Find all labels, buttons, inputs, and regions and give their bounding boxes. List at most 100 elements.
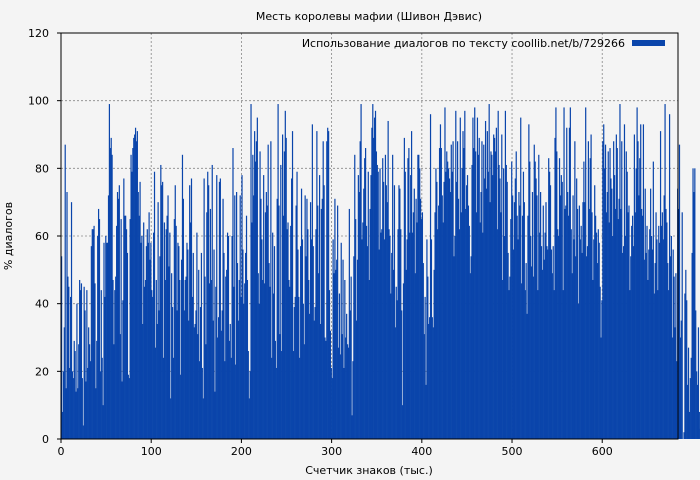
bar bbox=[217, 337, 219, 439]
bar bbox=[176, 310, 178, 439]
bar bbox=[110, 137, 112, 439]
bar bbox=[481, 141, 483, 439]
bar bbox=[225, 276, 227, 439]
bar bbox=[196, 232, 198, 439]
bar bbox=[528, 124, 530, 439]
bar bbox=[659, 131, 662, 439]
x-tick-label: 400 bbox=[411, 445, 432, 458]
bar bbox=[511, 161, 513, 440]
bar bbox=[422, 263, 424, 439]
bar bbox=[79, 290, 82, 439]
bar bbox=[102, 405, 104, 439]
bar bbox=[619, 104, 621, 440]
bar bbox=[70, 202, 73, 439]
bar bbox=[414, 273, 416, 439]
bar bbox=[673, 276, 675, 439]
bar bbox=[302, 303, 304, 439]
bar bbox=[169, 232, 171, 439]
bar bbox=[307, 229, 309, 439]
bar bbox=[561, 181, 563, 439]
bar bbox=[486, 131, 488, 439]
bar bbox=[328, 290, 331, 439]
bar bbox=[509, 276, 511, 439]
bar bbox=[125, 229, 128, 439]
bar bbox=[410, 175, 412, 439]
bar bbox=[549, 171, 551, 439]
bar bbox=[323, 185, 325, 439]
bar bbox=[429, 114, 432, 439]
bar bbox=[368, 279, 370, 439]
bar bbox=[116, 225, 118, 439]
bar bbox=[211, 164, 213, 439]
bar bbox=[533, 144, 535, 439]
bar bbox=[116, 192, 119, 439]
bar bbox=[141, 236, 143, 439]
bar bbox=[265, 192, 267, 439]
bar bbox=[519, 205, 521, 439]
bar bbox=[600, 337, 602, 439]
bar bbox=[439, 124, 442, 439]
bar bbox=[349, 310, 351, 439]
bar bbox=[570, 229, 572, 439]
bar bbox=[571, 273, 573, 439]
bar bbox=[379, 168, 381, 440]
bar bbox=[364, 158, 366, 439]
bar bbox=[639, 158, 641, 439]
bar bbox=[399, 188, 401, 439]
bar bbox=[288, 279, 290, 439]
bar bbox=[676, 361, 678, 439]
bar bbox=[387, 120, 389, 439]
bar bbox=[112, 279, 114, 439]
bar bbox=[186, 242, 188, 439]
bar bbox=[398, 185, 400, 439]
bar bbox=[200, 252, 203, 439]
bar bbox=[151, 290, 153, 439]
y-tick-label: 120 bbox=[28, 27, 49, 40]
bar bbox=[332, 239, 334, 439]
bar bbox=[168, 266, 170, 439]
bar bbox=[273, 246, 276, 439]
bar bbox=[657, 290, 659, 439]
bar bbox=[76, 303, 78, 439]
bar bbox=[586, 246, 589, 439]
bar bbox=[456, 141, 459, 439]
bar bbox=[180, 259, 183, 439]
bar bbox=[136, 131, 138, 439]
bar bbox=[614, 208, 617, 439]
bar bbox=[598, 242, 600, 439]
bar bbox=[267, 144, 269, 439]
bar bbox=[386, 202, 388, 439]
bar bbox=[354, 154, 356, 440]
bar bbox=[350, 276, 352, 439]
bar bbox=[641, 215, 644, 439]
bar bbox=[226, 232, 229, 439]
bar bbox=[552, 246, 554, 439]
bar bbox=[426, 239, 428, 439]
bar bbox=[512, 195, 514, 439]
bar bbox=[188, 320, 190, 439]
bar bbox=[366, 246, 368, 439]
bar bbox=[108, 104, 111, 440]
bar bbox=[201, 367, 203, 439]
bar bbox=[405, 269, 407, 439]
bars bbox=[61, 104, 700, 440]
bar bbox=[471, 164, 473, 439]
bar bbox=[320, 208, 322, 439]
bar bbox=[479, 222, 481, 439]
bar bbox=[514, 178, 516, 439]
bar bbox=[375, 151, 378, 439]
bar bbox=[142, 323, 144, 439]
bar bbox=[641, 208, 643, 439]
bar bbox=[360, 104, 362, 440]
bar bbox=[477, 154, 479, 440]
bar bbox=[529, 161, 531, 440]
bar bbox=[518, 192, 520, 439]
bar bbox=[312, 246, 314, 439]
bar bbox=[94, 283, 96, 439]
x-axis-label: Счетчик знаков (тыс.) bbox=[305, 464, 433, 477]
bar bbox=[683, 432, 685, 439]
bar bbox=[476, 117, 479, 439]
bar bbox=[369, 208, 371, 439]
bar bbox=[686, 300, 688, 439]
bar bbox=[566, 127, 568, 439]
